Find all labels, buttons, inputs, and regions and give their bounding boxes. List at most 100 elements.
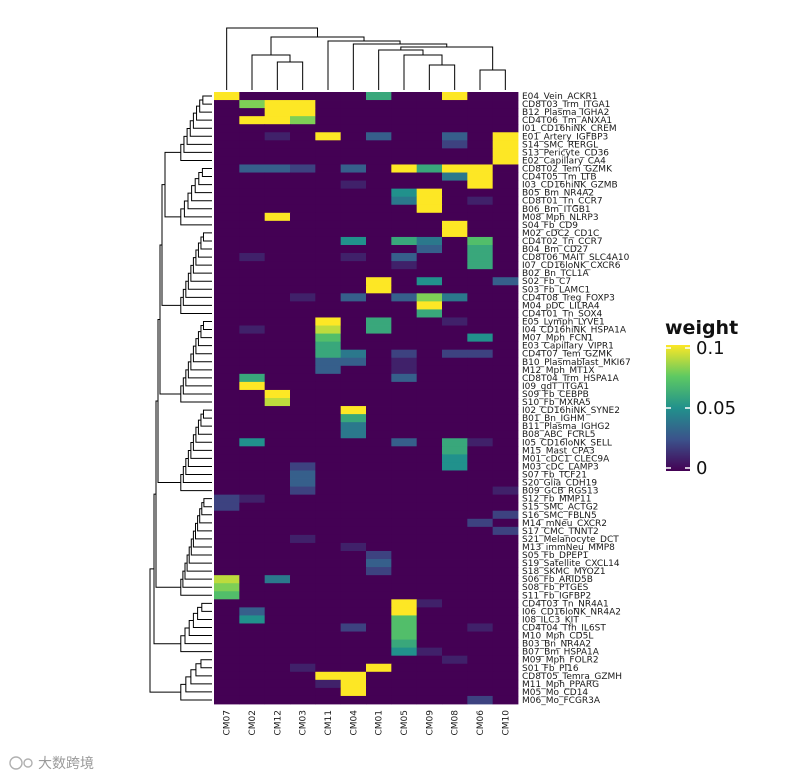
heatmap-cell: [214, 551, 240, 560]
dendrogram-branch: [201, 168, 212, 178]
heatmap-cell: [290, 381, 316, 391]
heatmap-cell: [239, 228, 266, 238]
heatmap-cell: [264, 92, 291, 101]
heatmap-cell: [290, 494, 316, 504]
heatmap-cell: [214, 148, 240, 157]
heatmap-cell: [442, 518, 468, 528]
column-label: CM01: [375, 710, 385, 736]
heatmap-cell: [492, 406, 519, 415]
column-label: CM05: [400, 710, 410, 736]
heatmap-cell: [467, 510, 494, 520]
heatmap-cell: [264, 293, 291, 302]
heatmap-cell: [264, 631, 291, 640]
heatmap-cell: [264, 510, 291, 520]
heatmap-cell: [290, 631, 316, 640]
heatmap-cell: [416, 567, 443, 576]
heatmap-cell: [416, 486, 443, 496]
heatmap-cell: [416, 462, 443, 471]
heatmap-cell: [467, 180, 494, 190]
heatmap-cell: [391, 510, 418, 520]
heatmap-cell: [366, 196, 392, 206]
dendrogram-branch: [403, 54, 443, 90]
heatmap-cell: [492, 486, 519, 496]
heatmap-cell: [366, 357, 392, 367]
heatmap-cell: [290, 116, 316, 125]
heatmap-cell: [264, 663, 291, 673]
heatmap-cell: [290, 462, 316, 471]
dendrogram-branch: [188, 619, 212, 637]
heatmap-cell: [366, 575, 392, 584]
heatmap-cell: [239, 478, 266, 487]
heatmap-cell: [391, 365, 418, 375]
heatmap-cell: [366, 599, 392, 608]
heatmap-cell: [214, 228, 240, 238]
row-label: M03_cDC_LAMP3: [522, 462, 599, 472]
heatmap-cell: [214, 591, 240, 600]
heatmap-cell: [315, 269, 342, 278]
heatmap-cell: [391, 406, 418, 415]
heatmap-cell: [467, 478, 494, 487]
heatmap-cell: [442, 526, 468, 536]
heatmap-cell: [214, 486, 240, 496]
heatmap-cell: [290, 567, 316, 576]
row-label: I05_CD16loNK_SELL: [522, 438, 612, 448]
heatmap-cell: [340, 551, 367, 560]
row-label: I03_CD16hiNK_GZMB: [522, 181, 618, 191]
dendrogram-branch: [190, 669, 212, 685]
heatmap-cell: [467, 245, 494, 254]
heatmap-cell: [467, 236, 494, 246]
heatmap-cell: [264, 140, 291, 149]
heatmap-cell: [264, 381, 291, 391]
heatmap-cell: [366, 623, 392, 632]
heatmap-cell: [214, 534, 240, 544]
heatmap-cell: [416, 655, 443, 665]
heatmap-cell: [239, 212, 266, 222]
heatmap-cell: [442, 551, 468, 560]
heatmap-cell: [416, 228, 443, 238]
heatmap-cell: [492, 542, 519, 552]
heatmap-cell: [391, 381, 418, 391]
heatmap-cell: [366, 277, 392, 286]
heatmap-cell: [239, 108, 266, 117]
heatmap-cell: [416, 220, 443, 230]
dendrogram-branch: [378, 49, 424, 90]
heatmap-cell: [264, 172, 291, 181]
heatmap-cell: [264, 156, 291, 165]
heatmap-cell: [340, 422, 367, 431]
heatmap-cell: [366, 430, 392, 439]
heatmap-cell: [492, 478, 519, 487]
heatmap-cell: [264, 534, 291, 544]
heatmap-cell: [492, 663, 519, 673]
heatmap-cell: [416, 301, 443, 310]
heatmap-cell: [391, 534, 418, 544]
heatmap-cell: [340, 381, 367, 391]
heatmap-cell: [340, 277, 367, 286]
dendrogram-branch: [157, 319, 181, 484]
heatmap-cell: [366, 116, 392, 125]
heatmap-cell: [315, 277, 342, 286]
heatmap-cell: [290, 647, 316, 657]
heatmap-cell: [492, 156, 519, 165]
heatmap-cell: [366, 317, 392, 326]
heatmap-cell: [442, 575, 468, 584]
heatmap-cell: [340, 414, 367, 423]
heatmap-cell: [315, 583, 342, 592]
heatmap-cell: [239, 671, 266, 681]
heatmap-cell: [416, 180, 443, 190]
column-label: CM11: [324, 710, 334, 736]
heatmap-cell: [442, 349, 468, 359]
heatmap-cell: [214, 196, 240, 206]
heatmap-cell: [416, 534, 443, 544]
heatmap-cell: [340, 164, 367, 173]
heatmap-cell: [290, 575, 316, 584]
heatmap-cell: [391, 518, 418, 528]
row-label: B12_Plasma_IGHA2: [522, 108, 609, 118]
color-legend: weight 0.1 0.05 0: [665, 317, 738, 479]
heatmap-cell: [467, 253, 494, 262]
heatmap-cell: [340, 470, 367, 479]
heatmap-cell: [391, 357, 418, 367]
heatmap-cell: [315, 349, 342, 359]
heatmap-cell: [366, 422, 392, 431]
heatmap-cell: [467, 285, 494, 294]
heatmap-cell: [239, 341, 266, 351]
